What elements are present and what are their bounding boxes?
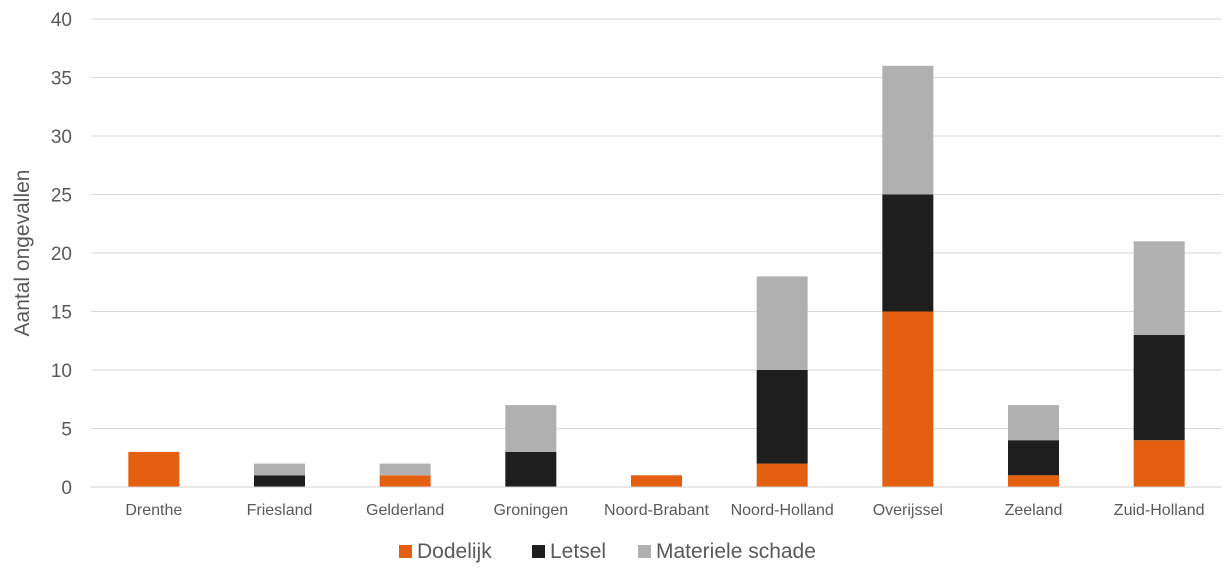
x-tick-label: Zuid-Holland xyxy=(1114,502,1205,519)
x-tick-label: Groningen xyxy=(493,502,568,519)
bar-materiele-schade-zuid-holland xyxy=(1133,241,1185,335)
y-axis-ticks: 0 5 10 15 20 25 30 35 40 xyxy=(51,10,72,499)
bar-letsel-friesland xyxy=(254,475,305,487)
legend-swatch xyxy=(638,545,651,558)
y-tick-label: 15 xyxy=(51,303,72,324)
bar-materiele-schade-noord-holland xyxy=(756,276,808,370)
bar-dodelijk-zeeland xyxy=(1008,475,1059,487)
bar-dodelijk-noord-brabant xyxy=(631,475,682,487)
bar-letsel-groningen xyxy=(505,451,557,487)
bar-letsel-noord-holland xyxy=(756,370,808,464)
bar-materiele-schade-groningen xyxy=(505,405,557,452)
x-tick-label: Friesland xyxy=(247,502,313,519)
bars xyxy=(128,65,1185,487)
x-tick-label: Zeeland xyxy=(1005,502,1063,519)
legend-label: Dodelijk xyxy=(417,540,492,563)
bar-materiele-schade-gelderland xyxy=(379,463,431,476)
y-tick-label: 35 xyxy=(51,69,72,90)
bar-dodelijk-drenthe xyxy=(128,451,180,487)
x-tick-label: Drenthe xyxy=(125,502,182,519)
legend-swatch xyxy=(399,545,412,558)
legend-label: Letsel xyxy=(550,540,606,563)
gridlines xyxy=(91,18,1222,429)
legend: Dodelijk Letsel Materiele schade xyxy=(399,540,816,563)
x-tick-label: Gelderland xyxy=(366,502,444,519)
x-tick-label: Overijssel xyxy=(873,502,943,519)
x-axis-ticks: Drenthe Friesland Gelderland Groningen Noord… xyxy=(125,502,1204,519)
y-tick-label: 20 xyxy=(51,244,72,265)
bar-dodelijk-gelderland xyxy=(379,475,431,487)
bar-materiele-schade-friesland xyxy=(254,463,305,476)
bar-materiele-schade-zeeland xyxy=(1008,405,1059,441)
bar-dodelijk-overijssel xyxy=(882,311,934,487)
y-axis-title: Aantal ongevallen xyxy=(11,170,34,337)
y-tick-label: 30 xyxy=(51,127,72,148)
bar-letsel-overijssel xyxy=(882,194,934,312)
x-tick-label: Noord-Holland xyxy=(731,502,834,519)
bar-dodelijk-noord-holland xyxy=(756,463,808,487)
y-tick-label: 0 xyxy=(61,478,72,499)
x-tick-label: Noord-Brabant xyxy=(604,502,710,519)
y-tick-label: 10 xyxy=(51,361,72,382)
y-tick-label: 40 xyxy=(51,10,72,31)
y-tick-label: 5 xyxy=(61,420,72,441)
bar-dodelijk-zuid-holland xyxy=(1133,440,1185,487)
legend-swatch xyxy=(532,545,545,558)
bar-materiele-schade-overijssel xyxy=(882,65,934,195)
legend-label: Materiele schade xyxy=(656,540,816,563)
y-tick-label: 25 xyxy=(51,186,72,207)
bar-letsel-zeeland xyxy=(1008,440,1059,476)
bar-letsel-zuid-holland xyxy=(1133,334,1185,441)
